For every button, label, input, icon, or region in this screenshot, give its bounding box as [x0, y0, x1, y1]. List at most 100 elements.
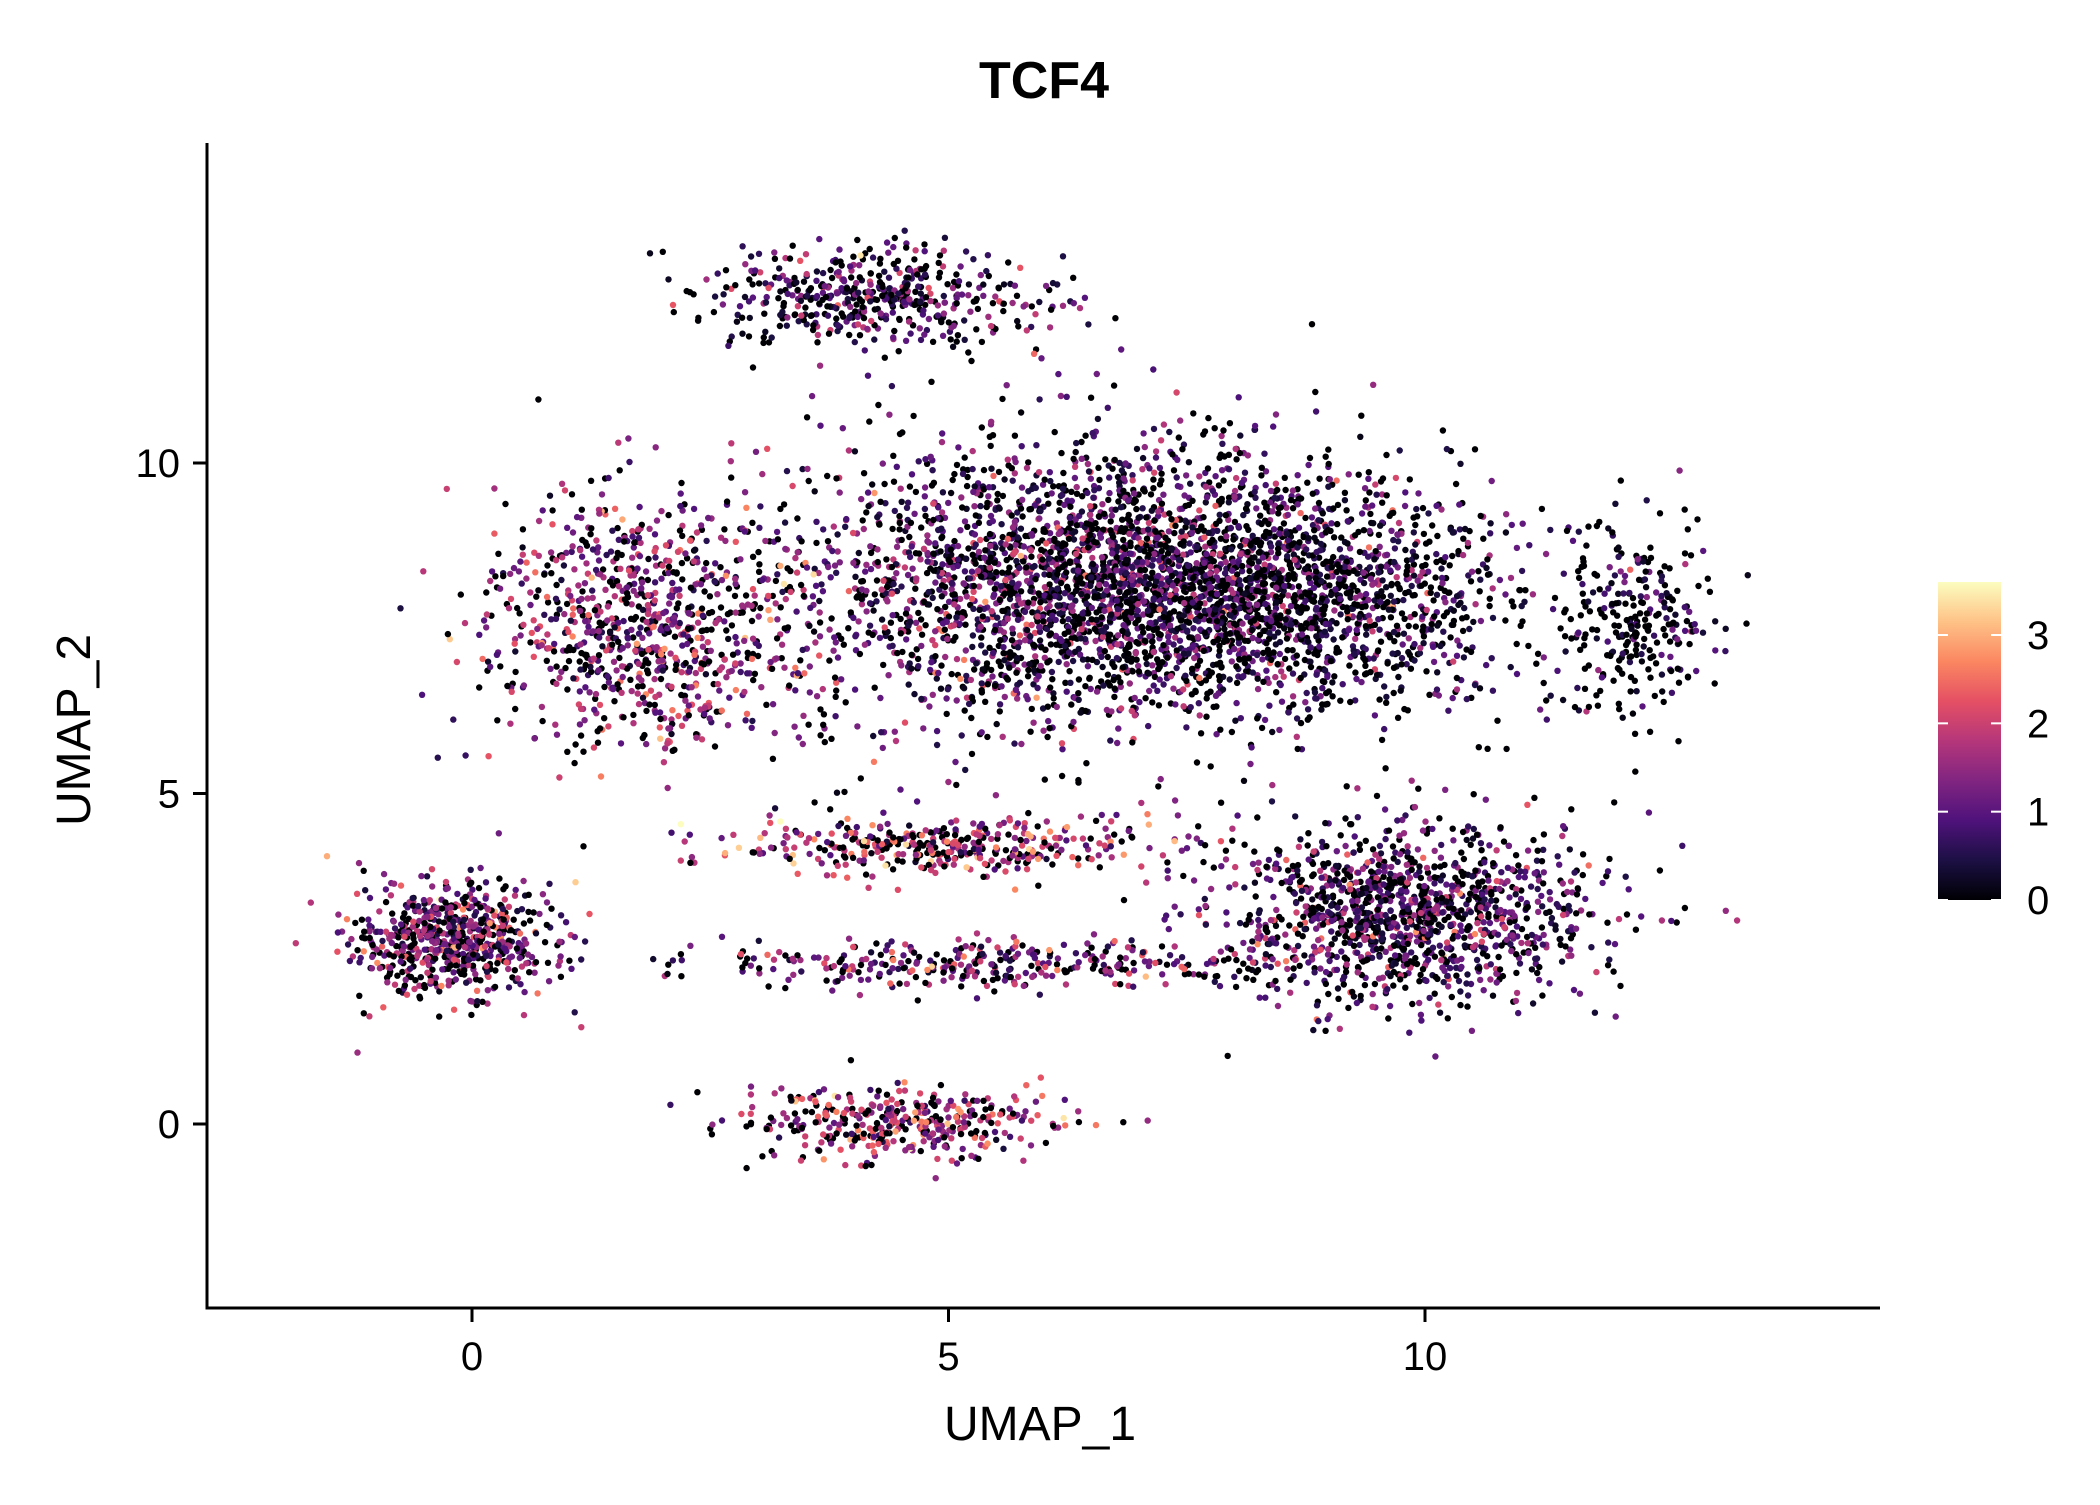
scatter-point	[1014, 654, 1021, 662]
scatter-point	[1459, 627, 1467, 635]
scatter-point	[1235, 651, 1243, 658]
scatter-point	[1440, 651, 1448, 659]
scatter-point	[1064, 497, 1071, 504]
scatter-point	[1240, 777, 1248, 784]
scatter-point	[960, 656, 968, 664]
scatter-point	[765, 592, 772, 600]
scatter-point	[748, 724, 755, 731]
scatter-point	[585, 611, 592, 619]
scatter-point	[1047, 684, 1054, 691]
scatter-point	[1522, 587, 1529, 594]
scatter-point	[1128, 563, 1136, 571]
scatter-point	[1149, 662, 1156, 669]
scatter-point	[958, 494, 965, 501]
scatter-point	[1675, 738, 1682, 745]
scatter-point	[1326, 582, 1333, 589]
scatter-point	[813, 539, 820, 547]
scatter-point	[1452, 480, 1460, 488]
scatter-point	[1371, 712, 1379, 719]
scatter-point	[1228, 658, 1236, 665]
scatter-point	[1453, 652, 1461, 659]
scatter-point	[1331, 673, 1338, 680]
scatter-point	[644, 592, 651, 599]
scatter-point	[539, 717, 546, 725]
scatter-point	[1143, 535, 1151, 542]
scatter-point	[1241, 637, 1249, 644]
scatter-point	[998, 583, 1005, 590]
scatter-point	[969, 447, 976, 455]
scatter-point	[1400, 596, 1407, 604]
scatter-point	[1145, 821, 1153, 828]
scatter-point	[1238, 568, 1246, 575]
scatter-point	[968, 714, 975, 722]
scatter-point	[874, 513, 881, 521]
scatter-point	[986, 644, 993, 651]
scatter-point	[1126, 600, 1133, 607]
scatter-point	[1194, 527, 1202, 535]
scatter-point	[1314, 651, 1321, 659]
scatter-point	[915, 458, 922, 465]
scatter-point	[708, 608, 716, 616]
scatter-point	[1173, 664, 1180, 672]
scatter-point	[1339, 634, 1346, 641]
scatter-point	[1434, 669, 1441, 676]
scatter-point	[851, 448, 859, 455]
scatter-point	[1072, 448, 1079, 456]
scatter-point	[1355, 471, 1362, 478]
scatter-point	[688, 684, 695, 691]
scatter-point	[995, 658, 1002, 665]
scatter-point	[582, 661, 589, 669]
scatter-point	[1008, 465, 1015, 472]
scatter-point	[954, 556, 962, 563]
scatter-point	[942, 603, 949, 611]
scatter-point	[1175, 556, 1183, 563]
scatter-point	[910, 412, 917, 420]
scatter-point	[1260, 649, 1267, 657]
scatter-point	[652, 709, 659, 716]
scatter-point	[611, 698, 618, 705]
scatter-point	[1240, 511, 1247, 519]
scatter-point	[1291, 598, 1298, 605]
scatter-point	[1001, 693, 1008, 701]
scatter-point	[1466, 625, 1473, 633]
scatter-point	[1365, 469, 1373, 476]
scatter-point	[1249, 634, 1256, 642]
scatter-point	[1084, 593, 1091, 600]
scatter-point	[1084, 489, 1091, 497]
scatter-point	[596, 634, 603, 641]
scatter-point	[1233, 456, 1240, 463]
scatter-point	[1079, 535, 1086, 542]
scatter-point	[1158, 477, 1165, 484]
scatter-point	[1083, 760, 1090, 767]
scatter-point	[1301, 656, 1309, 664]
scatter-point	[564, 686, 571, 693]
scatter-point	[1032, 653, 1039, 660]
scatter-point	[1178, 528, 1185, 535]
scatter-point	[434, 754, 441, 761]
scatter-point	[697, 581, 705, 588]
scatter-point	[1390, 664, 1398, 671]
scatter-point	[1326, 476, 1334, 483]
scatter-point	[1412, 541, 1419, 548]
scatter-point	[1428, 621, 1435, 628]
scatter-point	[984, 681, 991, 688]
scatter-point	[716, 666, 723, 674]
scatter-point	[518, 580, 525, 587]
scatter-point	[1023, 621, 1030, 628]
scatter-point	[1077, 574, 1084, 582]
scatter-point	[1391, 638, 1398, 645]
scatter-point	[1065, 535, 1073, 542]
scatter-point	[817, 732, 824, 739]
scatter-point	[519, 551, 526, 558]
scatter-point	[1213, 618, 1221, 625]
scatter-point	[1200, 559, 1208, 567]
scatter-point	[1078, 626, 1085, 633]
scatter-point	[1117, 683, 1125, 690]
scatter-point	[805, 477, 812, 485]
scatter-point	[1261, 716, 1269, 724]
scatter-point	[697, 522, 705, 529]
scatter-point	[858, 601, 866, 608]
scatter-point	[930, 550, 937, 557]
scatter-point	[1313, 548, 1320, 556]
scatter-point	[1309, 597, 1316, 604]
